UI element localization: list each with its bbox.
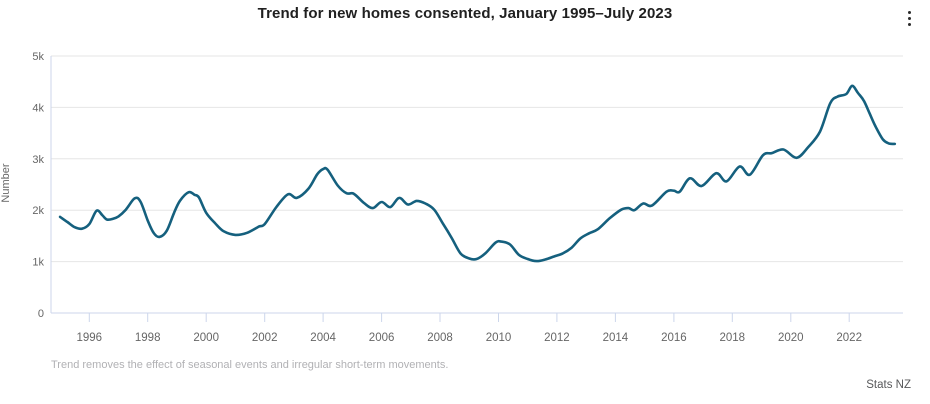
kebab-dot bbox=[907, 22, 911, 26]
x-tick-label: 1998 bbox=[135, 332, 161, 344]
y-tick-label: 0 bbox=[38, 308, 44, 320]
y-tick-label: 3k bbox=[32, 154, 44, 166]
x-tick-label: 2000 bbox=[193, 332, 219, 344]
x-tick-label: 2016 bbox=[661, 332, 687, 344]
x-tick-label: 2006 bbox=[369, 332, 395, 344]
kebab-menu-icon[interactable] bbox=[900, 6, 918, 30]
trend-line[interactable] bbox=[58, 84, 897, 263]
x-tick-label: 2002 bbox=[252, 332, 278, 344]
x-tick-label: 2020 bbox=[778, 332, 804, 344]
x-tick-label: 2004 bbox=[310, 332, 336, 344]
x-tick-label: 2008 bbox=[427, 332, 453, 344]
x-tick-label: 2022 bbox=[836, 332, 862, 344]
kebab-dot bbox=[907, 16, 911, 20]
chart-footnote: Trend removes the effect of seasonal eve… bbox=[51, 359, 449, 371]
trend-line-chart[interactable]: 0 1k 2k 3k 4k 5k 1996 1998 2000 2002 2004 2006 2008 2… bbox=[0, 0, 930, 352]
y-tick-label: 1k bbox=[32, 257, 44, 269]
y-tick-label: 4k bbox=[32, 102, 44, 114]
x-tick-label: 2018 bbox=[720, 332, 746, 344]
source-label: Stats NZ bbox=[866, 379, 911, 391]
x-tick-label: 2012 bbox=[544, 332, 570, 344]
kebab-dot bbox=[907, 10, 911, 14]
y-tick-label: 5k bbox=[32, 51, 44, 63]
x-tick-label: 2010 bbox=[486, 332, 512, 344]
x-tick-label: 2014 bbox=[603, 332, 629, 344]
x-tick-label: 1996 bbox=[77, 332, 103, 344]
y-tick-label: 2k bbox=[32, 205, 44, 217]
chart-title: Trend for new homes consented, January 1… bbox=[257, 5, 673, 22]
